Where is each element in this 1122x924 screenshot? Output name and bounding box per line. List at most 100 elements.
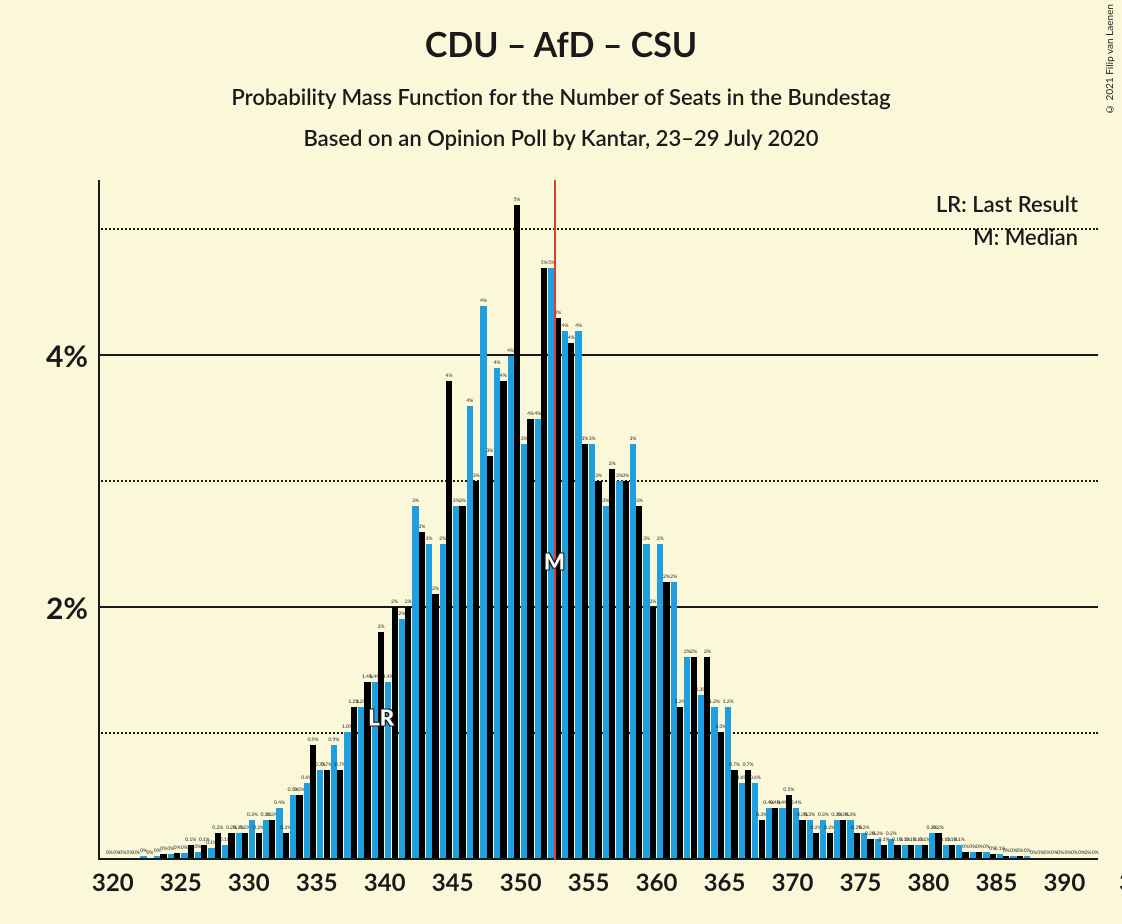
x-label-slot	[541, 864, 555, 904]
bar-value-label: 0.7%	[743, 762, 754, 768]
bar-series-a: 2%	[650, 607, 656, 858]
bar-value-label: 3%	[622, 473, 629, 479]
bars-container: 0%0%0%0%0%0%0%0%0%0%0%0%0.1%0%0.1%0.1%0.…	[106, 180, 1098, 858]
x-label-slot	[120, 864, 134, 904]
x-label-slot	[351, 864, 365, 904]
bar-series-a: 0.2%	[867, 839, 873, 858]
x-label-slot	[256, 864, 270, 904]
bar-group: 0.2%0.3%	[256, 820, 270, 858]
bar-series-a: 2%	[378, 632, 384, 858]
x-label-slot	[1003, 864, 1017, 904]
plot-area: 2%4% 0%0%0%0%0%0%0%0%0%0%0%0%0.1%0%0.1%0…	[98, 180, 1098, 860]
bar-group: 2%1.4%	[378, 632, 392, 858]
x-label-slot	[215, 864, 229, 904]
bar-value-label: 0.3%	[804, 812, 815, 818]
bar-series-a: 3%	[487, 456, 493, 858]
bar-value-label: 4%	[527, 411, 534, 417]
chart-subtitle-2: Based on an Opinion Poll by Kantar, 23–2…	[0, 124, 1122, 151]
y-tick-label: 4%	[46, 338, 88, 374]
bar-group: 0%0%	[160, 854, 174, 858]
bar-series-a: 0.2%	[228, 833, 234, 858]
bar-group: 5%3%	[514, 205, 528, 858]
bar-series-a: 0.1%	[922, 845, 928, 858]
bar-series-a: 2%	[663, 582, 669, 858]
bar-value-label: 2%	[405, 599, 412, 605]
bar-value-label: 3%	[581, 436, 588, 442]
bar-value-label: 0.5%	[783, 787, 794, 793]
x-label-slot: 370	[786, 864, 800, 904]
x-label-slot	[283, 864, 297, 904]
x-label-slot	[1071, 864, 1085, 904]
bar-series-a: 0%	[1003, 856, 1009, 859]
bar-group: 0.1%0.1%	[908, 845, 922, 858]
x-label-slot: 375	[854, 864, 868, 904]
x-label-slot	[324, 864, 338, 904]
bar-value-label: 3%	[459, 498, 466, 504]
bar-value-label: 5%	[514, 197, 521, 203]
bar-group: 0.1%0.1%	[949, 845, 963, 858]
bar-value-label: 2%	[663, 574, 670, 580]
bar-group: 2%2%	[650, 544, 664, 858]
bar-value-label: 2%	[690, 649, 697, 655]
bar-series-a: 0.2%	[256, 833, 262, 858]
bar-value-label: 0%	[119, 850, 126, 856]
x-label-slot	[962, 864, 976, 904]
x-label-slot: 390	[1058, 864, 1072, 904]
bar-series-a: 4%	[568, 343, 574, 858]
bar-series-a: 0.1%	[201, 845, 207, 858]
bar-value-label: 0%	[962, 844, 969, 850]
x-label-slot	[419, 864, 433, 904]
x-label-slot: 380	[922, 864, 936, 904]
bar-series-a: 0.2%	[242, 833, 248, 858]
bar-series-a: 4%	[527, 419, 533, 858]
bar-group: 0.5%0.6%	[296, 783, 310, 858]
legend: LR: Last Result M: Median	[936, 190, 1078, 256]
bar-value-label: 0.2%	[872, 831, 883, 837]
bar-value-label: 2%	[391, 599, 398, 605]
bar-group: 0%0%	[976, 852, 990, 858]
x-label-slot	[745, 864, 759, 904]
bar-value-label: 0%	[1071, 850, 1078, 856]
bar-group: 3%3%	[419, 532, 433, 858]
bar-value-label: 0%	[1057, 850, 1064, 856]
legend-m: M: Median	[936, 223, 1078, 250]
bar-series-a: 2%	[405, 607, 411, 858]
bar-value-label: 4%	[562, 323, 569, 329]
x-label-slot	[473, 864, 487, 904]
x-label-slot	[1017, 864, 1031, 904]
bar-series-a: 0.2%	[854, 833, 860, 858]
x-label-slot: 360	[650, 864, 664, 904]
bar-value-label: 5%	[541, 260, 548, 266]
y-tick-label: 2%	[46, 590, 88, 626]
bar-value-label: 0.2%	[212, 825, 223, 831]
bar-group: 0.3%0.4%	[759, 808, 773, 858]
bar-group: 0.1%0.1%	[894, 845, 908, 858]
median-marker: M	[544, 547, 565, 574]
bar-series-a: 0%	[990, 854, 996, 858]
bar-value-label: 3%	[486, 448, 493, 454]
bar-group: 1.2%1.2%	[351, 707, 365, 858]
x-label-slot: 350	[514, 864, 528, 904]
x-label-slot: 365	[718, 864, 732, 904]
bar-value-label: 0%	[1092, 850, 1099, 856]
bar-group: 3%3%	[609, 469, 623, 858]
x-label-slot	[487, 864, 501, 904]
bar-value-label: 0%	[146, 850, 153, 856]
bar-series-a: 2%	[432, 594, 438, 858]
bar-series-a: 3%	[595, 481, 601, 858]
x-label-slot	[677, 864, 691, 904]
bar-group: 0.2%0.5%	[283, 795, 297, 858]
bar-group: 0.1%0.2%	[922, 833, 936, 858]
bar-group: 3%3%	[623, 444, 637, 858]
x-label-slot	[663, 864, 677, 904]
bar-group: 0.7%1.0%	[337, 732, 351, 858]
x-label-slot	[894, 864, 908, 904]
bar-series-a: 0%	[160, 854, 166, 858]
bar-value-label: 0%	[160, 846, 167, 852]
x-label-slot	[867, 864, 881, 904]
x-label-slot	[881, 864, 895, 904]
bar-value-label: 1.2%	[723, 699, 734, 705]
bar-group: 0%0.1%	[990, 854, 1004, 858]
legend-lr: LR: Last Result	[936, 190, 1078, 217]
bar-group: 0.1%0%	[188, 845, 202, 858]
